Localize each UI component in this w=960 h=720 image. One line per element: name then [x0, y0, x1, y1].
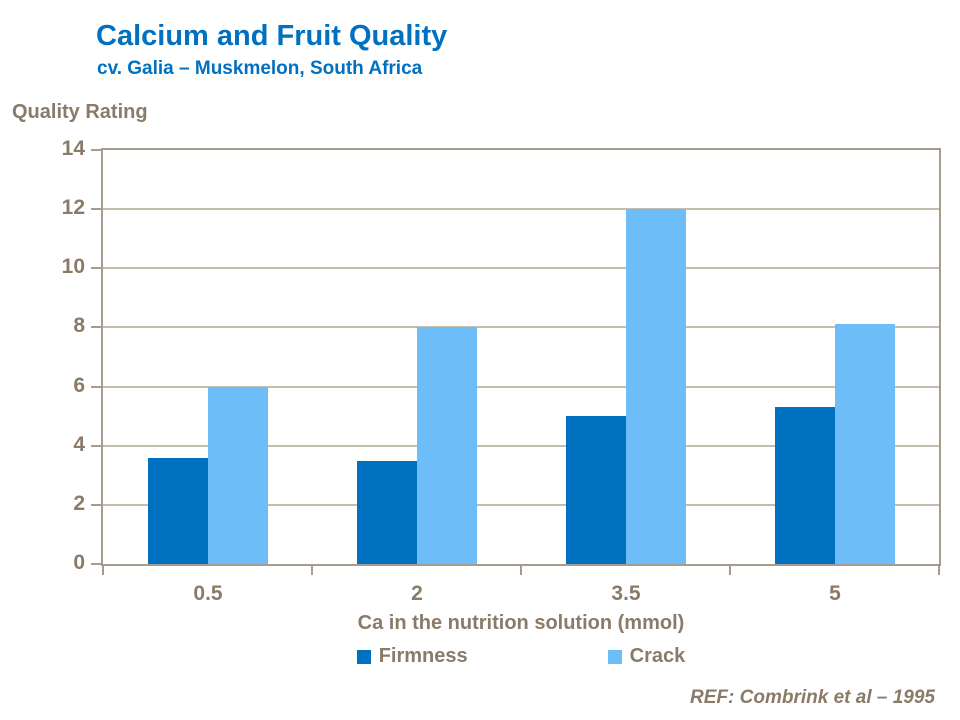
chart-subtitle: cv. Galia – Muskmelon, South Africa — [97, 58, 423, 79]
x-axis-tick-3 — [729, 566, 731, 575]
gridline-y12 — [103, 208, 939, 211]
bar-firmness-2 — [356, 460, 417, 564]
gridline-y2 — [103, 503, 939, 506]
legend-item-firmness: Firmness — [356, 645, 468, 668]
y-axis-label-10: 10 — [61, 255, 85, 279]
legend-swatch-firmness-icon — [356, 649, 371, 664]
x-axis-label-2: 2 — [411, 582, 423, 605]
y-axis-label-4: 4 — [73, 432, 85, 456]
bar-crack-3.5 — [625, 209, 686, 564]
x-axis-title: Ca in the nutrition solution (mmol) — [357, 612, 685, 634]
x-axis-tick-0 — [102, 566, 104, 575]
y-axis-label-6: 6 — [73, 373, 85, 397]
gridline-y6 — [103, 385, 939, 388]
bar-firmness-5 — [774, 407, 835, 564]
y-axis-tick-4 — [91, 444, 101, 447]
bar-crack-5 — [834, 324, 895, 564]
x-axis-tick-2 — [520, 566, 522, 575]
reference-citation: REF: Combrink et al – 1995 — [690, 687, 935, 708]
y-axis-label-12: 12 — [61, 196, 85, 220]
gridline-y4 — [103, 444, 939, 447]
legend: Firmness Crack — [101, 645, 941, 668]
plot-area: 0 2 4 6 8 10 12 14 0.5 2 3.5 5 — [62, 137, 941, 605]
y-axis-label-8: 8 — [73, 314, 85, 338]
bar-crack-0.5 — [207, 386, 268, 564]
legend-swatch-crack-icon — [607, 649, 622, 664]
bar-crack-2 — [416, 327, 477, 564]
gridline-y10 — [103, 267, 939, 270]
legend-item-crack: Crack — [607, 645, 686, 668]
chart-title: Calcium and Fruit Quality — [96, 20, 448, 52]
legend-label-crack: Crack — [629, 645, 686, 667]
x-axis-tick-4 — [938, 566, 940, 575]
x-axis-label-5: 5 — [829, 582, 841, 605]
y-axis-title: Quality Rating — [12, 101, 148, 123]
y-axis-tick-10 — [91, 267, 101, 270]
y-axis-label-14: 14 — [61, 137, 85, 160]
y-axis-label-2: 2 — [73, 491, 85, 515]
legend-label-firmness: Firmness — [378, 645, 468, 667]
y-axis-tick-8 — [91, 326, 101, 329]
x-axis-label-3.5: 3.5 — [611, 582, 641, 605]
x-axis-tick-1 — [311, 566, 313, 575]
y-axis-label-0: 0 — [73, 551, 85, 574]
y-axis-tick-2 — [91, 503, 101, 506]
bar-firmness-3.5 — [565, 416, 626, 564]
y-axis-tick-0 — [91, 563, 101, 565]
gridline-y8 — [103, 326, 939, 329]
x-axis-label-0.5: 0.5 — [193, 582, 223, 605]
y-axis-tick-12 — [91, 208, 101, 211]
y-axis-tick-14 — [91, 149, 101, 151]
y-axis-tick-6 — [91, 385, 101, 388]
bar-firmness-0.5 — [147, 457, 208, 564]
